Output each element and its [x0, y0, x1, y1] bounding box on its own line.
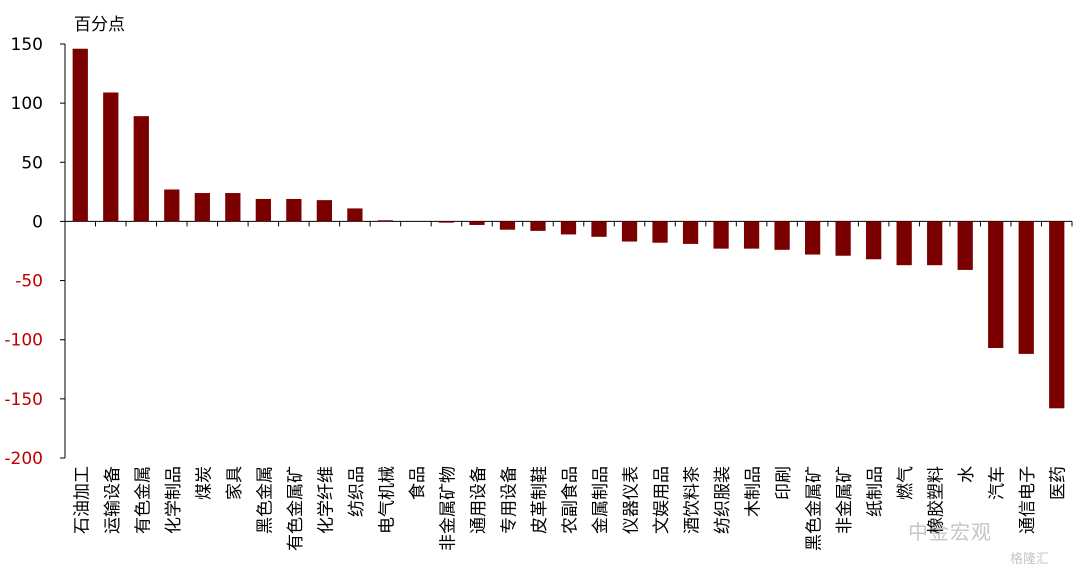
bar [560, 221, 577, 235]
x-tick-label: 汽车 [988, 466, 1008, 500]
watermark-logo-text: 格隆汇 [1010, 552, 1050, 567]
x-tick-label: 皮革制鞋 [530, 466, 550, 534]
x-tick-label: 印刷 [774, 466, 794, 500]
chart-bars [72, 48, 1065, 409]
bar [866, 221, 882, 260]
bar [347, 208, 363, 222]
bar [1049, 221, 1065, 409]
y-tick-label: -100 [4, 331, 43, 351]
x-tick-label: 化学制品 [164, 466, 184, 534]
x-tick-label: 医药 [1049, 466, 1069, 500]
bar [225, 193, 241, 222]
bar [652, 221, 668, 243]
x-tick-label: 有色金属 [133, 466, 153, 534]
x-tick-label: 家具 [225, 466, 245, 500]
x-tick-label: 纺织品 [347, 466, 367, 517]
x-tick-label: 有色金属矿 [286, 466, 306, 551]
bar [927, 221, 943, 266]
x-tick-label: 黑色金属 [255, 466, 275, 534]
x-tick-label: 通信电子 [1018, 466, 1038, 534]
bar [316, 200, 333, 222]
x-tick-label: 煤炭 [194, 466, 214, 500]
y-tick-label: 150 [11, 35, 43, 55]
bar [682, 221, 699, 244]
x-tick-label: 石油加工 [72, 466, 92, 534]
y-tick-label: -200 [4, 449, 43, 469]
x-tick-label: 木制品 [744, 466, 764, 517]
y-tick-label: -150 [4, 390, 43, 410]
bar [835, 221, 851, 256]
x-tick-label: 金属制品 [591, 466, 611, 534]
x-tick-label: 化学纤维 [316, 466, 336, 534]
bar [194, 193, 210, 222]
y-tick-label: 100 [11, 94, 43, 114]
bar [377, 220, 394, 222]
bar [438, 221, 455, 223]
bar [133, 116, 149, 222]
bar [469, 221, 485, 225]
bar [743, 221, 760, 249]
x-tick-label: 黑色金属矿 [805, 466, 825, 551]
x-tick-label: 橡胶塑料 [927, 466, 947, 534]
y-tick-label: -50 [15, 272, 43, 292]
bar [1018, 221, 1034, 354]
x-tick-label: 水 [957, 466, 977, 483]
x-tick-label: 纺织服装 [713, 466, 733, 534]
bar [286, 198, 302, 222]
x-tick-labels: 石油加工 运输设备 有色金属 化学制品 煤炭 家具 黑色金属 有色金属矿 化学纤维 纺织品 电气机械… [72, 466, 1068, 551]
bar [896, 221, 912, 266]
bar [713, 221, 729, 249]
bar [255, 198, 271, 222]
x-tick-label: 纸制品 [866, 466, 886, 517]
bar [621, 221, 638, 242]
x-tick-label: 通用设备 [469, 466, 489, 534]
bar [103, 92, 119, 222]
x-tick-label: 非金属矿物 [438, 466, 458, 551]
bar [774, 221, 790, 250]
x-tick-label: 酒饮料茶 [683, 466, 703, 534]
bar [164, 189, 180, 222]
x-tick-label: 电气机械 [377, 466, 397, 534]
y-tick-label: 0 [32, 212, 43, 232]
chart-axes [60, 43, 1073, 459]
bar [804, 221, 821, 255]
x-tick-label: 食品 [408, 466, 428, 500]
y-tick-labels: 150 100 50 0 -50 -100 -150 -200 [4, 35, 43, 469]
x-tick-label: 仪器仪表 [622, 466, 642, 534]
bar [591, 221, 607, 237]
bar [499, 221, 516, 230]
y-tick-label: 50 [21, 153, 43, 173]
x-tick-label: 非金属矿 [835, 466, 855, 534]
bar [530, 221, 546, 231]
x-tick-label: 运输设备 [103, 466, 123, 534]
x-tick-label: 专用设备 [499, 466, 519, 534]
x-tick-label: 燃气 [896, 466, 916, 500]
y-axis-unit-label: 百分点 [74, 15, 125, 35]
x-tick-label: 农副食品 [561, 466, 581, 534]
x-tick-label: 文娱用品 [652, 466, 672, 534]
watermark-text: 中金宏观 [908, 520, 992, 544]
bar [988, 221, 1004, 348]
bar [957, 221, 973, 270]
bar [72, 48, 88, 222]
